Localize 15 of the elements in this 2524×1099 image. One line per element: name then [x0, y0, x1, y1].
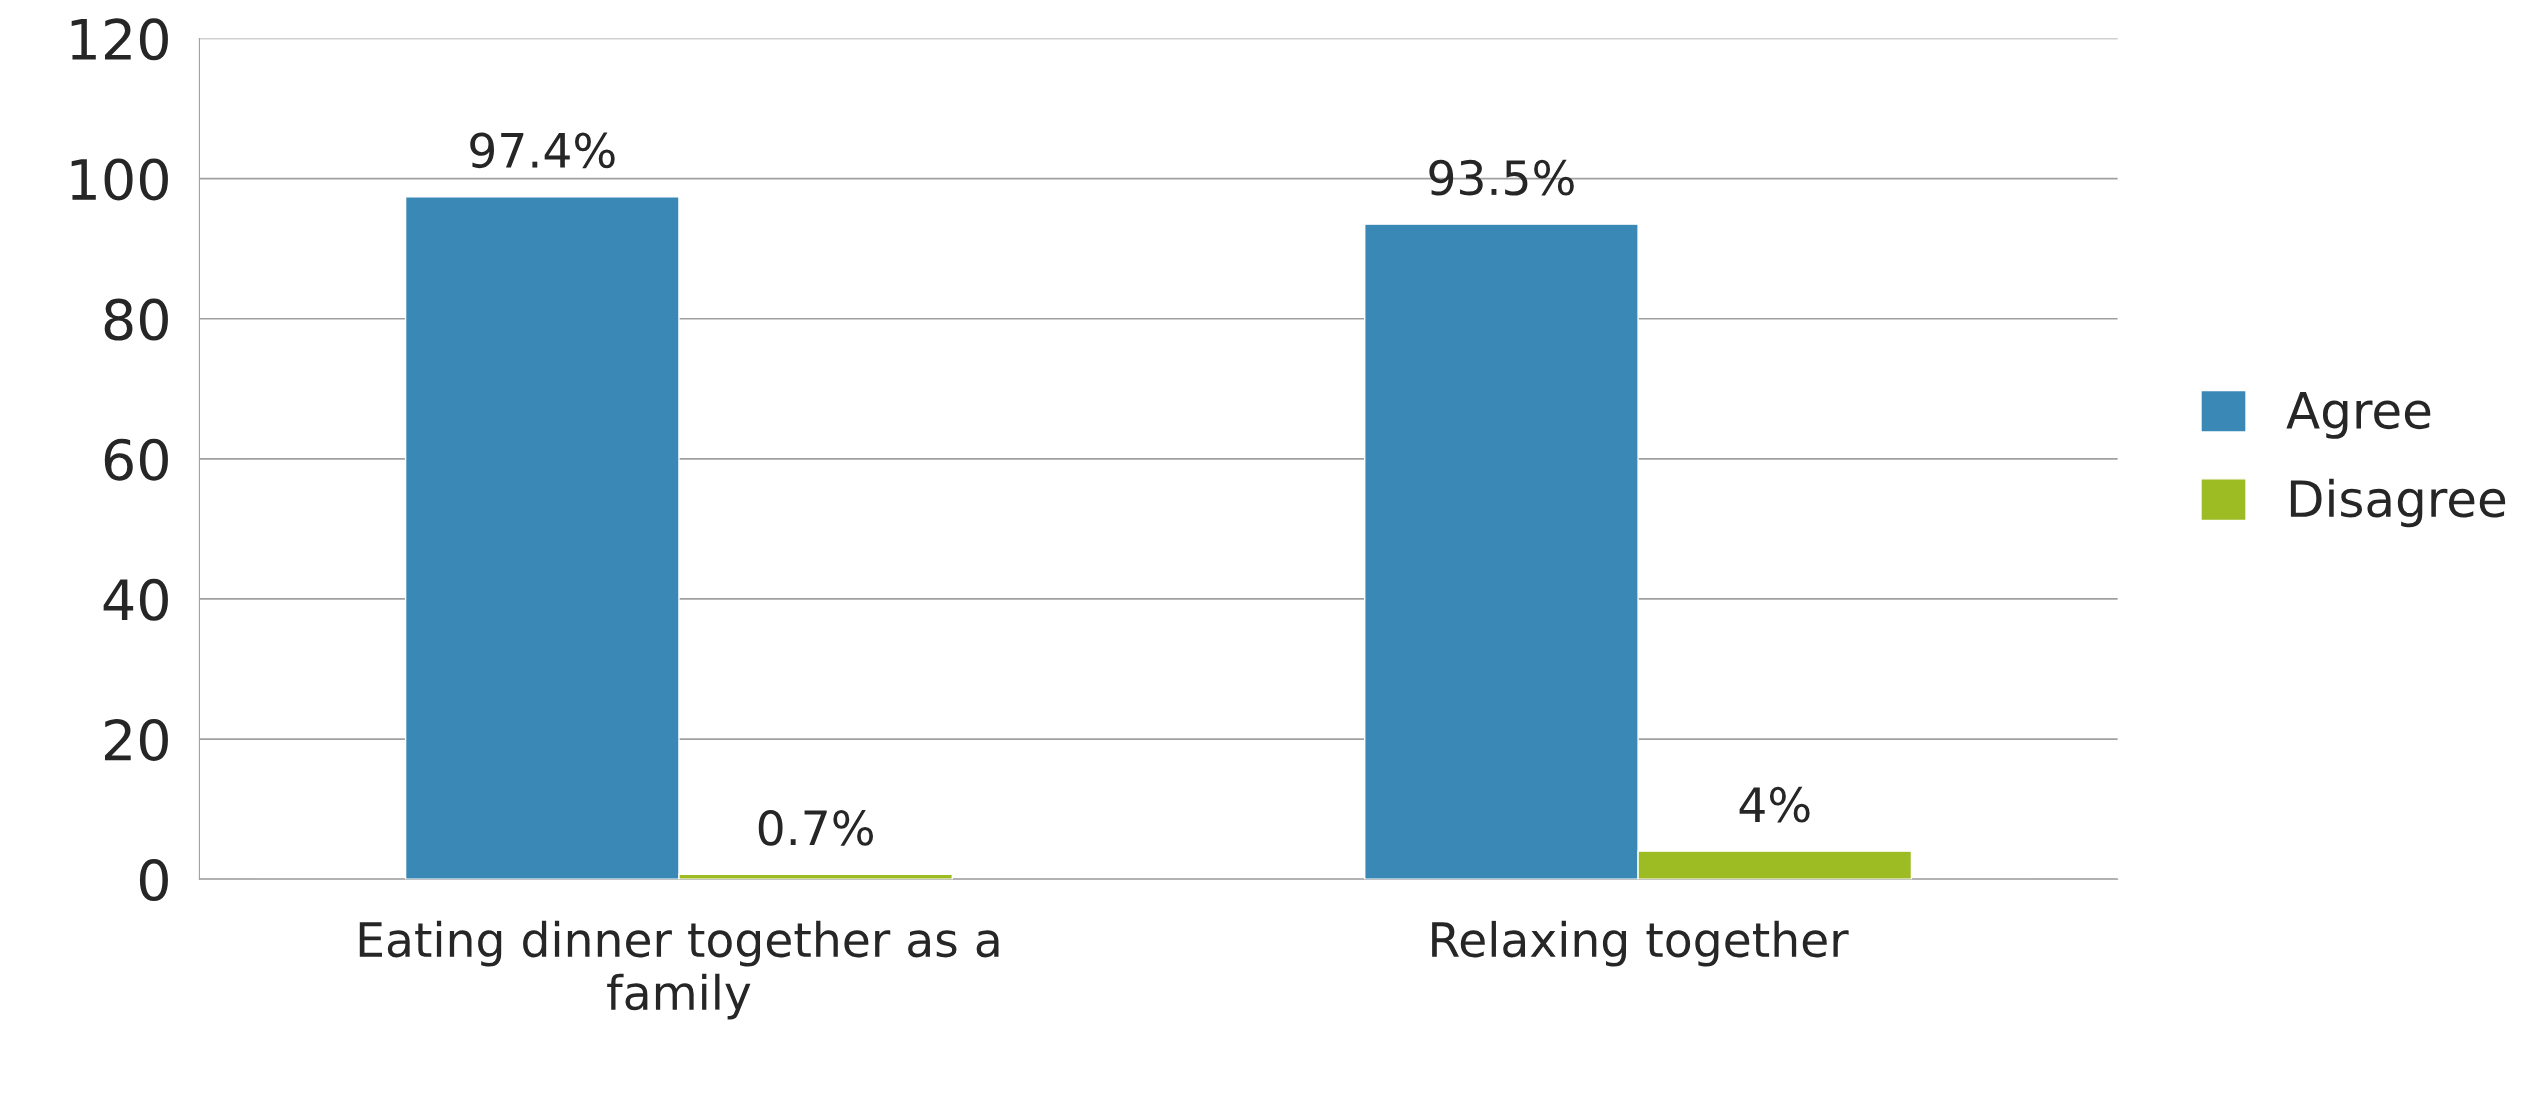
legend-label: Disagree: [2290, 478, 2506, 528]
x-tick-label: Eating dinner together as a family: [359, 920, 999, 1020]
legend-label: Agree: [2286, 391, 2431, 439]
y-tick-label: 60: [104, 438, 168, 481]
y-tick-label: 80: [104, 298, 168, 341]
y-tick-label: 40: [103, 578, 168, 621]
data-label: 0.7%: [758, 809, 874, 846]
data-label: 97.4%: [470, 132, 615, 169]
x-tick-label: Relaxing together: [1432, 920, 1849, 967]
y-tick-label: 100: [71, 158, 168, 201]
y-tick-label: 20: [104, 718, 168, 761]
y-tick-label: 120: [71, 18, 168, 61]
data-label: 93.5%: [1429, 159, 1574, 196]
data-label: 4%: [1739, 786, 1810, 823]
y-tick-label: 0: [139, 859, 168, 902]
